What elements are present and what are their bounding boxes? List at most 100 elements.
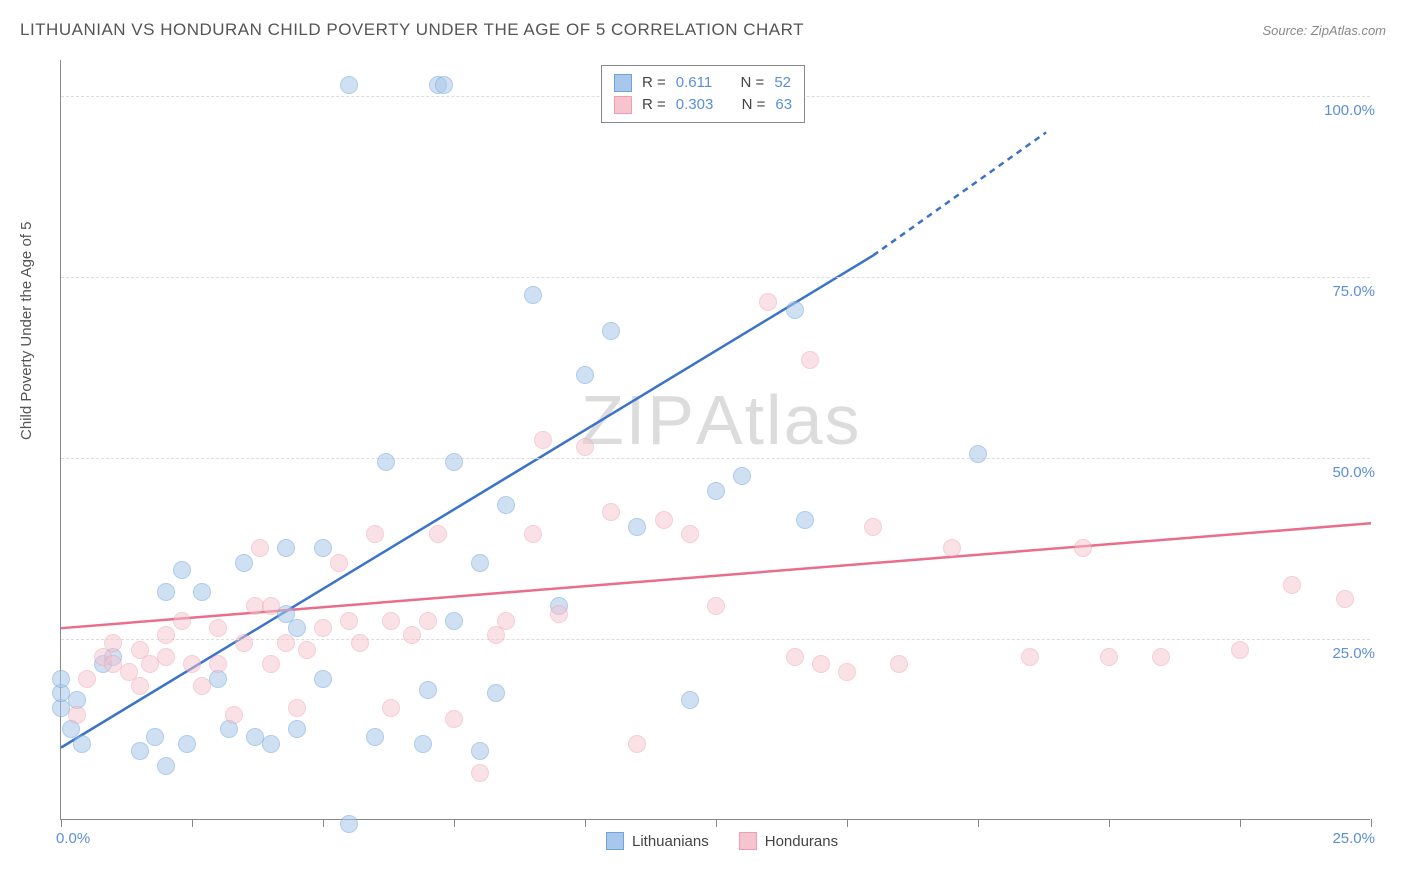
data-point [576, 366, 594, 384]
data-point [943, 539, 961, 557]
data-point [759, 293, 777, 311]
data-point [366, 728, 384, 746]
x-tick [1109, 819, 1110, 827]
x-tick-label: 25.0% [1332, 830, 1375, 847]
data-point [524, 525, 542, 543]
data-point [277, 539, 295, 557]
data-point [497, 496, 515, 514]
data-point [157, 757, 175, 775]
x-tick [61, 819, 62, 827]
regression-lines [61, 60, 1370, 819]
data-point [314, 619, 332, 637]
source-label: Source: ZipAtlas.com [1262, 23, 1386, 38]
data-point [173, 561, 191, 579]
data-point [707, 597, 725, 615]
legend-label: Hondurans [765, 833, 838, 850]
data-point [890, 655, 908, 673]
data-point [786, 301, 804, 319]
data-point [157, 648, 175, 666]
data-point [969, 445, 987, 463]
x-tick [192, 819, 193, 827]
data-point [225, 706, 243, 724]
data-point [178, 735, 196, 753]
x-tick [1240, 819, 1241, 827]
data-point [157, 583, 175, 601]
legend-swatch [614, 74, 632, 92]
data-point [131, 742, 149, 760]
data-point [1336, 590, 1354, 608]
legend-item: Lithuanians [606, 832, 709, 850]
data-point [1231, 641, 1249, 659]
data-point [173, 612, 191, 630]
data-point [838, 663, 856, 681]
data-point [414, 735, 432, 753]
data-point [251, 539, 269, 557]
data-point [314, 670, 332, 688]
data-point [655, 511, 673, 529]
data-point [382, 699, 400, 717]
data-point [277, 634, 295, 652]
data-point [366, 525, 384, 543]
legend-item: Hondurans [739, 832, 838, 850]
legend-row: R = 0.303 N = 63 [614, 94, 792, 116]
data-point [812, 655, 830, 673]
data-point [1152, 648, 1170, 666]
data-point [146, 728, 164, 746]
data-point [445, 710, 463, 728]
x-tick [323, 819, 324, 827]
data-point [351, 634, 369, 652]
data-point [209, 619, 227, 637]
gridline [61, 458, 1370, 459]
gridline [61, 639, 1370, 640]
data-point [681, 691, 699, 709]
data-point [796, 511, 814, 529]
title-bar: LITHUANIAN VS HONDURAN CHILD POVERTY UND… [20, 20, 1386, 40]
data-point [235, 554, 253, 572]
legend-swatch [739, 832, 757, 850]
data-point [104, 634, 122, 652]
legend-series: Lithuanians Hondurans [606, 832, 838, 850]
x-tick [716, 819, 717, 827]
plot-area: ZIPAtlas 25.0%50.0%75.0%100.0%0.0%25.0% … [60, 60, 1370, 820]
data-point [340, 76, 358, 94]
data-point [864, 518, 882, 536]
data-point [602, 322, 620, 340]
y-axis-label: Child Poverty Under the Age of 5 [18, 222, 35, 440]
data-point [1283, 576, 1301, 594]
data-point [429, 525, 447, 543]
data-point [314, 539, 332, 557]
data-point [602, 503, 620, 521]
data-point [801, 351, 819, 369]
data-point [330, 554, 348, 572]
data-point [628, 735, 646, 753]
x-tick-label: 0.0% [56, 830, 90, 847]
data-point [1074, 539, 1092, 557]
legend-correlation: R = 0.611 N = 52 R = 0.303 N = 63 [601, 65, 805, 123]
y-tick-label: 25.0% [1332, 645, 1375, 662]
data-point [157, 626, 175, 644]
x-tick [847, 819, 848, 827]
data-point [193, 677, 211, 695]
data-point [377, 453, 395, 471]
data-point [209, 655, 227, 673]
x-tick [1371, 819, 1372, 827]
legend-swatch [614, 96, 632, 114]
y-tick-label: 100.0% [1324, 102, 1375, 119]
data-point [52, 670, 70, 688]
gridline [61, 277, 1370, 278]
data-point [340, 612, 358, 630]
data-point [382, 612, 400, 630]
y-tick-label: 75.0% [1332, 283, 1375, 300]
data-point [487, 684, 505, 702]
data-point [73, 735, 91, 753]
data-point [419, 612, 437, 630]
data-point [262, 655, 280, 673]
data-point [471, 554, 489, 572]
data-point [419, 681, 437, 699]
data-point [1021, 648, 1039, 666]
data-point [193, 583, 211, 601]
data-point [524, 286, 542, 304]
data-point [707, 482, 725, 500]
data-point [497, 612, 515, 630]
x-tick [585, 819, 586, 827]
